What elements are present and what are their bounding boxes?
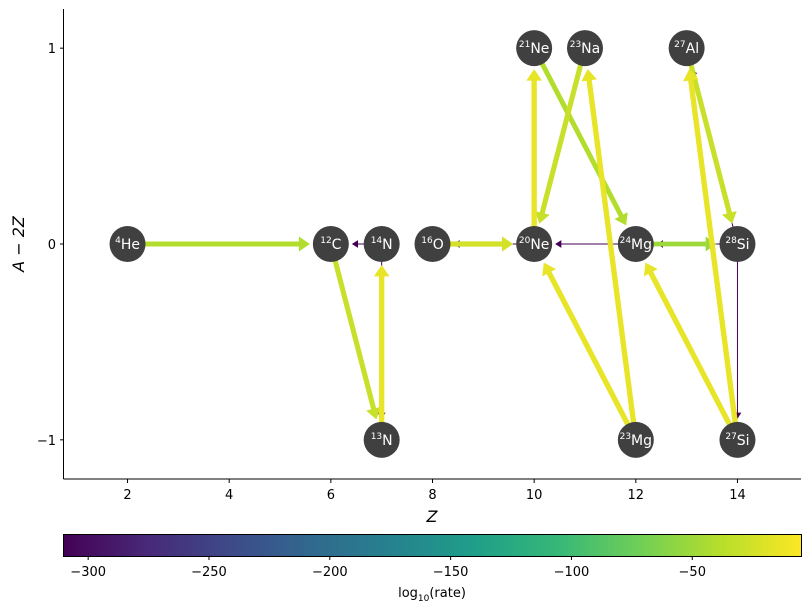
node-circle	[312, 226, 349, 262]
node-mg23: 23Mg	[617, 421, 654, 458]
link-ne20-ne21	[526, 69, 542, 231]
x-tick-label: 14	[729, 488, 746, 503]
link-al27-si28	[688, 61, 737, 224]
node-circle	[414, 226, 451, 262]
node-circle	[719, 226, 756, 262]
node-circle	[566, 30, 603, 67]
colorbar-label-prefix: log	[398, 586, 418, 601]
node-o16: 16O	[414, 226, 451, 262]
link-si27-mg24	[643, 262, 733, 429]
colorbar-label: log10(rate)	[398, 586, 466, 604]
node-label: 12C	[320, 236, 341, 253]
link-mg23-na23	[581, 68, 637, 427]
x-tick-label: 4	[225, 488, 233, 503]
node-label: 24Mg	[620, 236, 652, 253]
node-na23: 23Na	[566, 30, 603, 67]
colorbar-bar	[63, 534, 802, 557]
node-circle	[617, 421, 654, 458]
link-si28-si27	[733, 259, 742, 419]
colorbar-tick-label: −50	[679, 565, 706, 580]
colorbar-tick-label: −200	[312, 565, 348, 580]
node-label: 14N	[371, 236, 393, 253]
link-he4-c12	[141, 236, 310, 252]
link-na23-ne20	[534, 61, 584, 224]
node-ne21: 21Ne	[516, 30, 553, 67]
x-tick-label: 12	[628, 488, 645, 503]
node-circle	[668, 30, 705, 67]
node-al27: 27Al	[668, 30, 705, 67]
node-he4: 4He	[109, 226, 146, 262]
node-label: 23Mg	[620, 432, 652, 449]
colorbar-tick-label: −100	[554, 565, 590, 580]
colorbar-label-sub: 10	[418, 594, 430, 604]
node-circle	[516, 226, 553, 262]
node-circle	[516, 30, 553, 67]
link-n13-n14	[373, 265, 390, 427]
node-label: 27Si	[725, 432, 749, 449]
node-circle	[363, 226, 400, 262]
node-label: 21Ne	[519, 40, 550, 57]
y-tick-label: 1	[48, 42, 56, 57]
y-ticks: −1 0 1	[37, 42, 64, 449]
link-c12-n13	[332, 256, 381, 420]
link-n14-c12	[351, 240, 367, 248]
link-ne21-mg24	[539, 59, 628, 226]
x-tick-label: 10	[526, 488, 543, 503]
node-label: 27Al	[674, 40, 699, 57]
node-circle	[719, 421, 756, 458]
links-layer	[141, 59, 742, 429]
node-label: 20Ne	[519, 236, 550, 253]
colorbar-tick-label: −300	[70, 565, 106, 580]
colorbar-label-suffix: (rate)	[429, 586, 466, 601]
colorbar: −300 −250 −200 −150 −100 −50 log10(rate)	[63, 534, 802, 604]
colorbar-tick-label: −150	[433, 565, 469, 580]
y-tick-label: 0	[48, 238, 56, 253]
y-axis-label: A − 2Z	[9, 215, 28, 273]
node-ne20: 20Ne	[516, 226, 553, 262]
node-n13: 13N	[363, 421, 400, 458]
node-label: 13N	[371, 432, 393, 449]
node-label: 16O	[421, 236, 443, 253]
node-si27: 27Si	[719, 421, 756, 458]
node-label: 4He	[115, 236, 140, 253]
link-o16-ne20	[445, 236, 514, 252]
x-ticks: 2 4 6 8 10 12 14	[123, 479, 746, 503]
node-circle	[109, 226, 146, 262]
node-circle	[363, 421, 400, 458]
node-label: 28Si	[725, 236, 749, 253]
x-tick-label: 2	[123, 488, 131, 503]
x-tick-label: 8	[428, 488, 436, 503]
node-circle	[617, 226, 654, 262]
nodes-layer: 4He 12C 14N 13N 16O 20Ne 21Ne 23Na 24Mg 23Mg 27Al 2…	[109, 30, 756, 458]
node-n14: 14N	[363, 226, 400, 262]
y-tick-label: −1	[37, 434, 56, 449]
colorbar-tick-label: −250	[191, 565, 227, 580]
link-mg24-si28	[649, 236, 717, 252]
node-label: 23Na	[570, 40, 601, 57]
node-si28: 28Si	[719, 226, 756, 262]
x-tick-label: 6	[327, 488, 335, 503]
node-c12: 12C	[312, 226, 349, 262]
x-axis-label: Z	[426, 507, 439, 526]
link-si27-al27	[683, 68, 739, 427]
link-mg23-ne20	[542, 262, 632, 429]
colorbar-ticks: −300 −250 −200 −150 −100 −50	[70, 556, 706, 580]
node-mg24: 24Mg	[617, 226, 654, 262]
